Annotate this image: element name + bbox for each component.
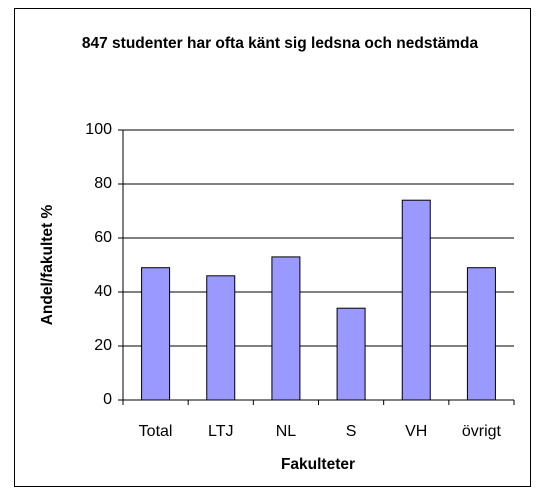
x-tick-label: VH: [405, 423, 427, 440]
y-tick-label: 20: [94, 337, 112, 354]
x-axis-title: Fakulteter: [281, 456, 355, 473]
bar: [206, 275, 236, 401]
x-tick-label: Total: [139, 423, 173, 440]
y-tick-label: 40: [94, 283, 112, 300]
y-tick-label: 0: [103, 391, 112, 408]
x-tick-label: övrigt: [462, 423, 502, 440]
y-tick-label: 100: [85, 121, 112, 138]
bar: [271, 256, 301, 401]
chart-frame: [14, 8, 531, 487]
bar: [466, 267, 496, 401]
x-tick-label: NL: [276, 423, 297, 440]
bar: [401, 199, 431, 401]
bar: [141, 267, 171, 401]
y-tick-label: 80: [94, 175, 112, 192]
x-tick-label: S: [346, 423, 357, 440]
x-tick-label: LTJ: [208, 423, 233, 440]
bar: [336, 307, 366, 401]
y-tick-label: 60: [94, 229, 112, 246]
chart-title: 847 studenter har ofta känt sig ledsna o…: [81, 35, 479, 52]
y-axis-title: Andel/fakultet %: [39, 204, 56, 325]
